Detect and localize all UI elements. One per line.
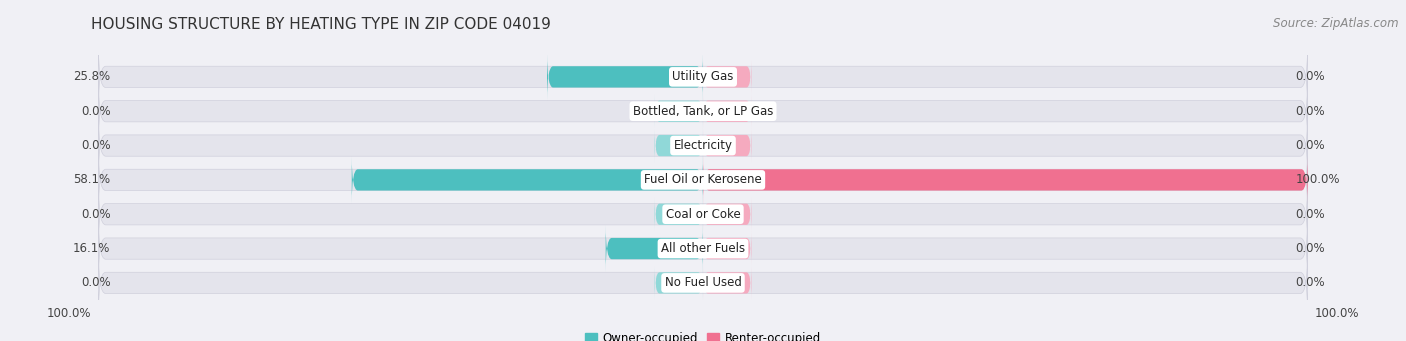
Text: 0.0%: 0.0% (1295, 139, 1324, 152)
Text: HOUSING STRUCTURE BY HEATING TYPE IN ZIP CODE 04019: HOUSING STRUCTURE BY HEATING TYPE IN ZIP… (91, 17, 551, 32)
Text: Fuel Oil or Kerosene: Fuel Oil or Kerosene (644, 173, 762, 187)
FancyBboxPatch shape (703, 197, 751, 231)
Legend: Owner-occupied, Renter-occupied: Owner-occupied, Renter-occupied (581, 328, 825, 341)
FancyBboxPatch shape (98, 81, 1308, 142)
FancyBboxPatch shape (655, 266, 703, 300)
FancyBboxPatch shape (703, 232, 751, 265)
FancyBboxPatch shape (655, 129, 703, 162)
FancyBboxPatch shape (98, 149, 1308, 210)
FancyBboxPatch shape (703, 129, 751, 162)
FancyBboxPatch shape (98, 252, 1308, 313)
FancyBboxPatch shape (98, 218, 1308, 279)
Text: 16.1%: 16.1% (73, 242, 111, 255)
Text: 0.0%: 0.0% (1295, 208, 1324, 221)
Text: 0.0%: 0.0% (82, 139, 111, 152)
Text: 0.0%: 0.0% (82, 105, 111, 118)
Text: 0.0%: 0.0% (1295, 242, 1324, 255)
Text: All other Fuels: All other Fuels (661, 242, 745, 255)
FancyBboxPatch shape (655, 197, 703, 231)
FancyBboxPatch shape (352, 156, 703, 204)
Text: 100.0%: 100.0% (46, 307, 91, 320)
Text: 0.0%: 0.0% (1295, 105, 1324, 118)
Text: 100.0%: 100.0% (1295, 173, 1340, 187)
FancyBboxPatch shape (703, 60, 751, 94)
Text: Bottled, Tank, or LP Gas: Bottled, Tank, or LP Gas (633, 105, 773, 118)
Text: Utility Gas: Utility Gas (672, 70, 734, 84)
FancyBboxPatch shape (98, 115, 1308, 176)
FancyBboxPatch shape (703, 156, 1308, 204)
Text: Electricity: Electricity (673, 139, 733, 152)
Text: 0.0%: 0.0% (1295, 277, 1324, 290)
Text: Source: ZipAtlas.com: Source: ZipAtlas.com (1274, 17, 1399, 30)
Text: 58.1%: 58.1% (73, 173, 111, 187)
FancyBboxPatch shape (606, 225, 703, 272)
Text: 0.0%: 0.0% (82, 277, 111, 290)
Text: No Fuel Used: No Fuel Used (665, 277, 741, 290)
FancyBboxPatch shape (98, 184, 1308, 245)
Text: 100.0%: 100.0% (1315, 307, 1360, 320)
Text: 0.0%: 0.0% (82, 208, 111, 221)
Text: 0.0%: 0.0% (1295, 70, 1324, 84)
FancyBboxPatch shape (703, 266, 751, 300)
FancyBboxPatch shape (703, 94, 751, 128)
Text: 25.8%: 25.8% (73, 70, 111, 84)
Text: Coal or Coke: Coal or Coke (665, 208, 741, 221)
FancyBboxPatch shape (655, 94, 703, 128)
FancyBboxPatch shape (547, 53, 703, 101)
FancyBboxPatch shape (98, 46, 1308, 107)
